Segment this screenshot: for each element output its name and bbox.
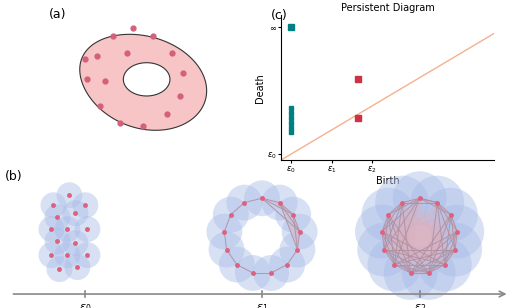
Circle shape bbox=[357, 223, 411, 277]
Polygon shape bbox=[395, 203, 455, 265]
Circle shape bbox=[45, 204, 70, 230]
Polygon shape bbox=[428, 249, 455, 273]
Circle shape bbox=[428, 223, 482, 277]
Polygon shape bbox=[80, 34, 206, 130]
Circle shape bbox=[64, 254, 90, 280]
Circle shape bbox=[375, 176, 429, 229]
Text: $\varepsilon_0$: $\varepsilon_0$ bbox=[79, 302, 92, 308]
Circle shape bbox=[226, 184, 262, 221]
Polygon shape bbox=[262, 198, 293, 215]
Polygon shape bbox=[411, 265, 445, 273]
Circle shape bbox=[38, 216, 64, 242]
Circle shape bbox=[55, 242, 81, 268]
Polygon shape bbox=[382, 198, 420, 273]
Circle shape bbox=[38, 242, 64, 268]
Polygon shape bbox=[382, 215, 388, 249]
Polygon shape bbox=[437, 203, 457, 232]
Circle shape bbox=[431, 205, 484, 258]
Circle shape bbox=[253, 255, 289, 291]
Text: $\varepsilon_1$: $\varepsilon_1$ bbox=[256, 302, 268, 308]
Circle shape bbox=[235, 255, 271, 291]
Text: $\varepsilon_2$: $\varepsilon_2$ bbox=[413, 302, 426, 308]
Polygon shape bbox=[293, 215, 300, 249]
Circle shape bbox=[55, 216, 81, 242]
Circle shape bbox=[384, 246, 437, 300]
Polygon shape bbox=[123, 63, 170, 96]
Polygon shape bbox=[395, 265, 428, 273]
Circle shape bbox=[275, 197, 311, 233]
Polygon shape bbox=[402, 198, 437, 203]
Circle shape bbox=[279, 232, 316, 268]
Circle shape bbox=[213, 197, 249, 233]
Polygon shape bbox=[382, 203, 402, 232]
Polygon shape bbox=[451, 215, 457, 249]
Polygon shape bbox=[420, 198, 451, 215]
Circle shape bbox=[62, 200, 88, 226]
Circle shape bbox=[361, 188, 415, 241]
Circle shape bbox=[57, 182, 82, 208]
Circle shape bbox=[368, 237, 421, 291]
Polygon shape bbox=[382, 232, 395, 265]
Polygon shape bbox=[382, 215, 451, 273]
Text: (a): (a) bbox=[48, 8, 66, 21]
Circle shape bbox=[355, 205, 409, 258]
Circle shape bbox=[72, 192, 98, 218]
Circle shape bbox=[244, 180, 280, 216]
Text: (b): (b) bbox=[5, 170, 22, 183]
Circle shape bbox=[410, 176, 464, 229]
Polygon shape bbox=[384, 249, 411, 273]
Polygon shape bbox=[280, 203, 300, 249]
Circle shape bbox=[424, 188, 478, 241]
Circle shape bbox=[74, 242, 100, 268]
Y-axis label: Death: Death bbox=[255, 73, 265, 103]
Circle shape bbox=[45, 228, 70, 254]
Circle shape bbox=[41, 192, 67, 218]
Circle shape bbox=[402, 246, 456, 300]
Polygon shape bbox=[445, 232, 457, 265]
Polygon shape bbox=[388, 198, 420, 215]
Circle shape bbox=[206, 214, 242, 249]
Circle shape bbox=[46, 256, 72, 282]
X-axis label: Birth: Birth bbox=[375, 176, 399, 186]
Circle shape bbox=[393, 171, 447, 225]
Polygon shape bbox=[384, 198, 445, 265]
Circle shape bbox=[418, 237, 472, 291]
Circle shape bbox=[262, 184, 297, 221]
Circle shape bbox=[209, 232, 244, 268]
Polygon shape bbox=[280, 203, 300, 232]
Polygon shape bbox=[388, 215, 457, 273]
Text: (c): (c) bbox=[270, 9, 287, 22]
Circle shape bbox=[62, 230, 88, 256]
Circle shape bbox=[219, 247, 255, 282]
Polygon shape bbox=[384, 203, 445, 265]
Circle shape bbox=[74, 216, 100, 242]
Circle shape bbox=[269, 247, 305, 282]
Circle shape bbox=[282, 214, 318, 249]
Title: Persistent Diagram: Persistent Diagram bbox=[341, 3, 434, 13]
